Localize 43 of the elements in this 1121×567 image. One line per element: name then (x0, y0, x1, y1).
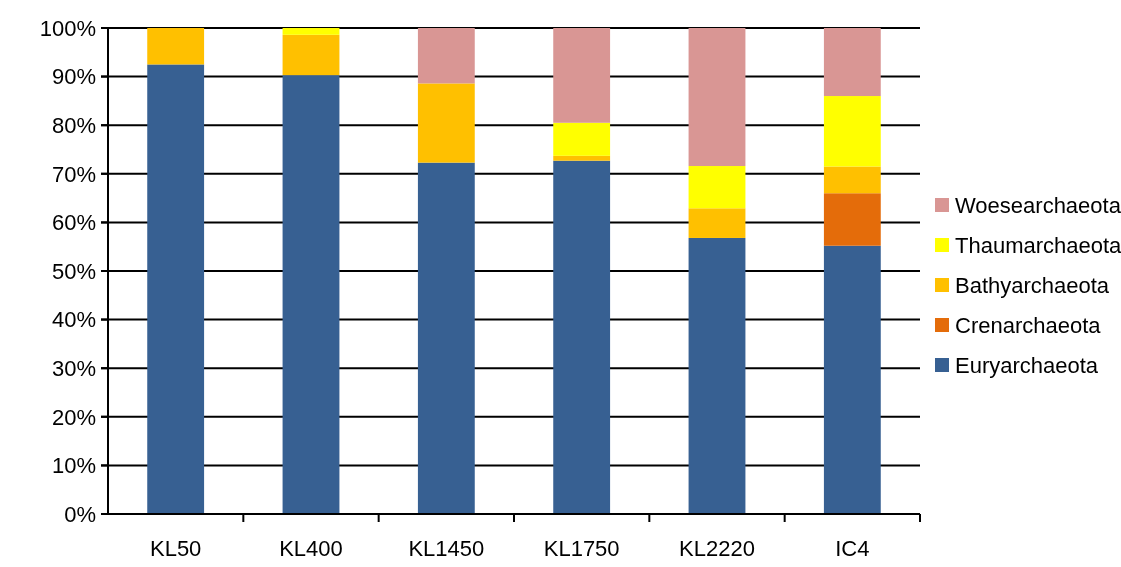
legend-label: Bathyarchaeota (955, 272, 1110, 298)
y-tick-label: 40% (51, 307, 96, 333)
bar (823, 96, 881, 167)
bar (553, 155, 611, 161)
bar (553, 160, 611, 514)
bar (553, 28, 611, 123)
bar (417, 162, 475, 514)
bar (688, 237, 746, 514)
x-tick-label: KL400 (279, 536, 343, 561)
y-tick-label: 60% (51, 210, 96, 236)
bar (823, 245, 881, 514)
bar (823, 193, 881, 246)
bar (417, 28, 475, 84)
x-tick-label: KL2220 (679, 536, 755, 561)
y-tick-label: 20% (51, 404, 96, 430)
bar (688, 166, 746, 209)
bar (282, 28, 340, 35)
bar (688, 28, 746, 167)
bar (823, 166, 881, 194)
y-tick-label: 0% (64, 501, 96, 527)
y-tick-label: 100% (39, 15, 96, 41)
x-tick-label: KL50 (149, 536, 202, 561)
bar (147, 64, 205, 514)
y-tick-label: 50% (51, 258, 96, 284)
legend-label: Woesearchaeota (955, 192, 1121, 218)
bar (688, 208, 746, 238)
bar (282, 34, 340, 76)
y-tick-label: 80% (51, 112, 96, 138)
bar (147, 28, 205, 65)
y-tick-label: 30% (51, 355, 96, 381)
y-tick-label: 10% (51, 453, 96, 479)
x-tick-label: IC4 (835, 536, 870, 561)
legend-label: Thaumarchaeota (955, 232, 1121, 258)
legend-label: Crenarchaeota (955, 312, 1102, 338)
x-tick-label: KL1450 (408, 536, 485, 561)
y-tick-label: 70% (51, 161, 96, 187)
x-tick-label: KL1750 (543, 536, 620, 561)
bar (417, 83, 475, 163)
y-tick-label: 90% (51, 64, 96, 90)
bar (823, 28, 881, 97)
bar (553, 122, 611, 156)
legend-label: Euryarchaeota (955, 352, 1099, 378)
bar (282, 75, 340, 514)
